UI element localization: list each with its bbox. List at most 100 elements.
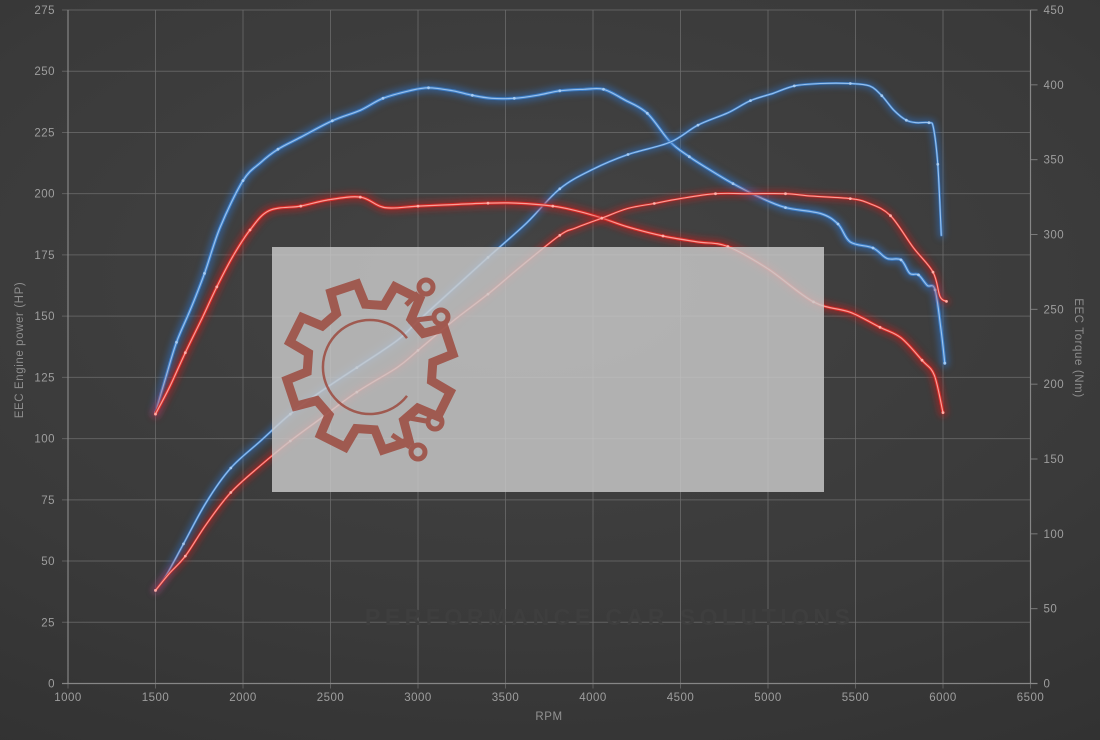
blue-torque-marker (241, 179, 245, 183)
blue-torque-marker (276, 147, 280, 151)
red-power-marker (848, 197, 852, 201)
red-torque-marker (551, 204, 555, 208)
axes-spines (62, 10, 1038, 685)
left-tick-label: 100 (34, 434, 55, 446)
x-tick-label: 3500 (492, 692, 520, 704)
red-power-marker (714, 192, 717, 196)
left-tick-label: 125 (34, 372, 55, 384)
left-tick-label: 250 (34, 66, 55, 78)
circuit-trace (403, 414, 427, 424)
blue-power-marker (936, 162, 940, 166)
x-tick-label: 6000 (929, 692, 957, 704)
right-tick-label: 450 (1044, 5, 1065, 17)
left-tick-label: 75 (41, 495, 55, 507)
blue-torque-core (154, 87, 946, 414)
blue-torque-marker (558, 89, 562, 93)
curves (151, 79, 950, 594)
right-tick-label: 100 (1044, 529, 1065, 541)
left-tick-label: 150 (34, 311, 55, 323)
red-power-marker (652, 202, 656, 205)
blue-torque-marker (871, 246, 875, 250)
red-torque-marker (920, 358, 924, 362)
x-tick-label: 2000 (229, 692, 257, 704)
blue-torque-marker (381, 96, 385, 100)
x-tick-label: 3000 (404, 692, 432, 704)
right-tick-label: 350 (1044, 155, 1065, 167)
left-tick-label: 50 (41, 556, 55, 568)
red-power-marker (600, 216, 604, 220)
circuit-trace (404, 291, 420, 307)
blue-torque-marker (330, 119, 334, 123)
red-power-marker (229, 491, 233, 494)
blue-torque-marker (917, 273, 920, 277)
circuit-node (431, 307, 451, 327)
right-tick-label: 250 (1044, 304, 1065, 316)
x-tick-label: 2500 (317, 692, 345, 704)
blue-torque-marker (899, 258, 903, 262)
blue-torque-marker (784, 206, 787, 210)
blue-torque-marker (175, 340, 178, 344)
red-torque-marker (878, 325, 882, 329)
red-power-marker (154, 589, 157, 592)
blue-power-marker (792, 84, 796, 88)
blue-power-marker (558, 187, 562, 191)
right-axis-title: EEC Torque (Nm) (1072, 298, 1084, 398)
blue-power-marker (182, 542, 185, 546)
curve-blue-torque (151, 83, 950, 418)
blue-torque-marker (203, 272, 206, 275)
blue-torque-marker (731, 182, 735, 186)
circuit-trace (390, 432, 412, 450)
red-power-marker (889, 214, 892, 218)
red-torque-core (154, 196, 944, 415)
circuit-node (416, 277, 436, 297)
left-tick-label: 225 (34, 127, 55, 139)
right-tick-label: 300 (1044, 230, 1065, 242)
watermark-text: PERFORMANCE CAR SOLUTIONS (365, 604, 855, 630)
left-axis-title: EEC Engine power (HP) (14, 281, 26, 419)
red-torque-marker (183, 351, 187, 355)
red-torque-marker (248, 228, 252, 232)
gear-inner-arc (321, 318, 408, 416)
blue-torque-marker (687, 155, 691, 159)
tick-labels: 1000 1500 2000 2500 3000 3500 4000 4500 50 0 0 5500… (34, 5, 1065, 704)
blue-torque-marker (943, 361, 947, 365)
red-power-marker (558, 233, 562, 237)
x-tick-label: 4500 (667, 692, 695, 704)
x-tick-label: 1500 (142, 692, 170, 704)
red-power-core (154, 192, 948, 591)
red-torque-marker (215, 285, 219, 289)
left-tick-label: 200 (34, 189, 55, 201)
blue-power-marker (696, 123, 700, 127)
blue-torque-marker (470, 93, 474, 97)
x-tick-label: 4000 (579, 692, 607, 704)
blue-power-marker (848, 82, 852, 85)
watermark-overlay: PERFORMANCE CAR SOLUTIONS (272, 247, 850, 630)
left-tick-label: 175 (34, 250, 55, 262)
blue-power-marker (626, 153, 630, 156)
red-torque-marker (941, 411, 945, 414)
circuit-node (425, 412, 445, 432)
blue-power-marker (880, 94, 884, 98)
left-tick-label: 0 (48, 679, 55, 691)
x-tick-label: 1000 (54, 692, 82, 704)
red-torque-marker (299, 204, 303, 208)
x-tick-label: 5500 (842, 692, 870, 704)
right-tick-label: 50 (1044, 604, 1058, 616)
right-tick-label: 200 (1044, 379, 1065, 391)
blue-torque-marker (836, 222, 840, 226)
red-torque-marker (416, 204, 420, 208)
red-power-marker (931, 270, 935, 274)
left-tick-label: 25 (41, 617, 55, 629)
blue-power-marker (927, 121, 931, 125)
circuit-trace (407, 315, 433, 324)
blue-torque-marker (512, 96, 516, 100)
blue-power-marker (904, 118, 908, 122)
right-tick-label: 0 (1044, 679, 1051, 691)
x-tick-label: 6500 (1017, 692, 1045, 704)
right-tick-label: 150 (1044, 454, 1065, 466)
red-power-marker (945, 300, 948, 303)
red-torque-marker (661, 234, 665, 238)
red-torque-marker (154, 412, 157, 416)
